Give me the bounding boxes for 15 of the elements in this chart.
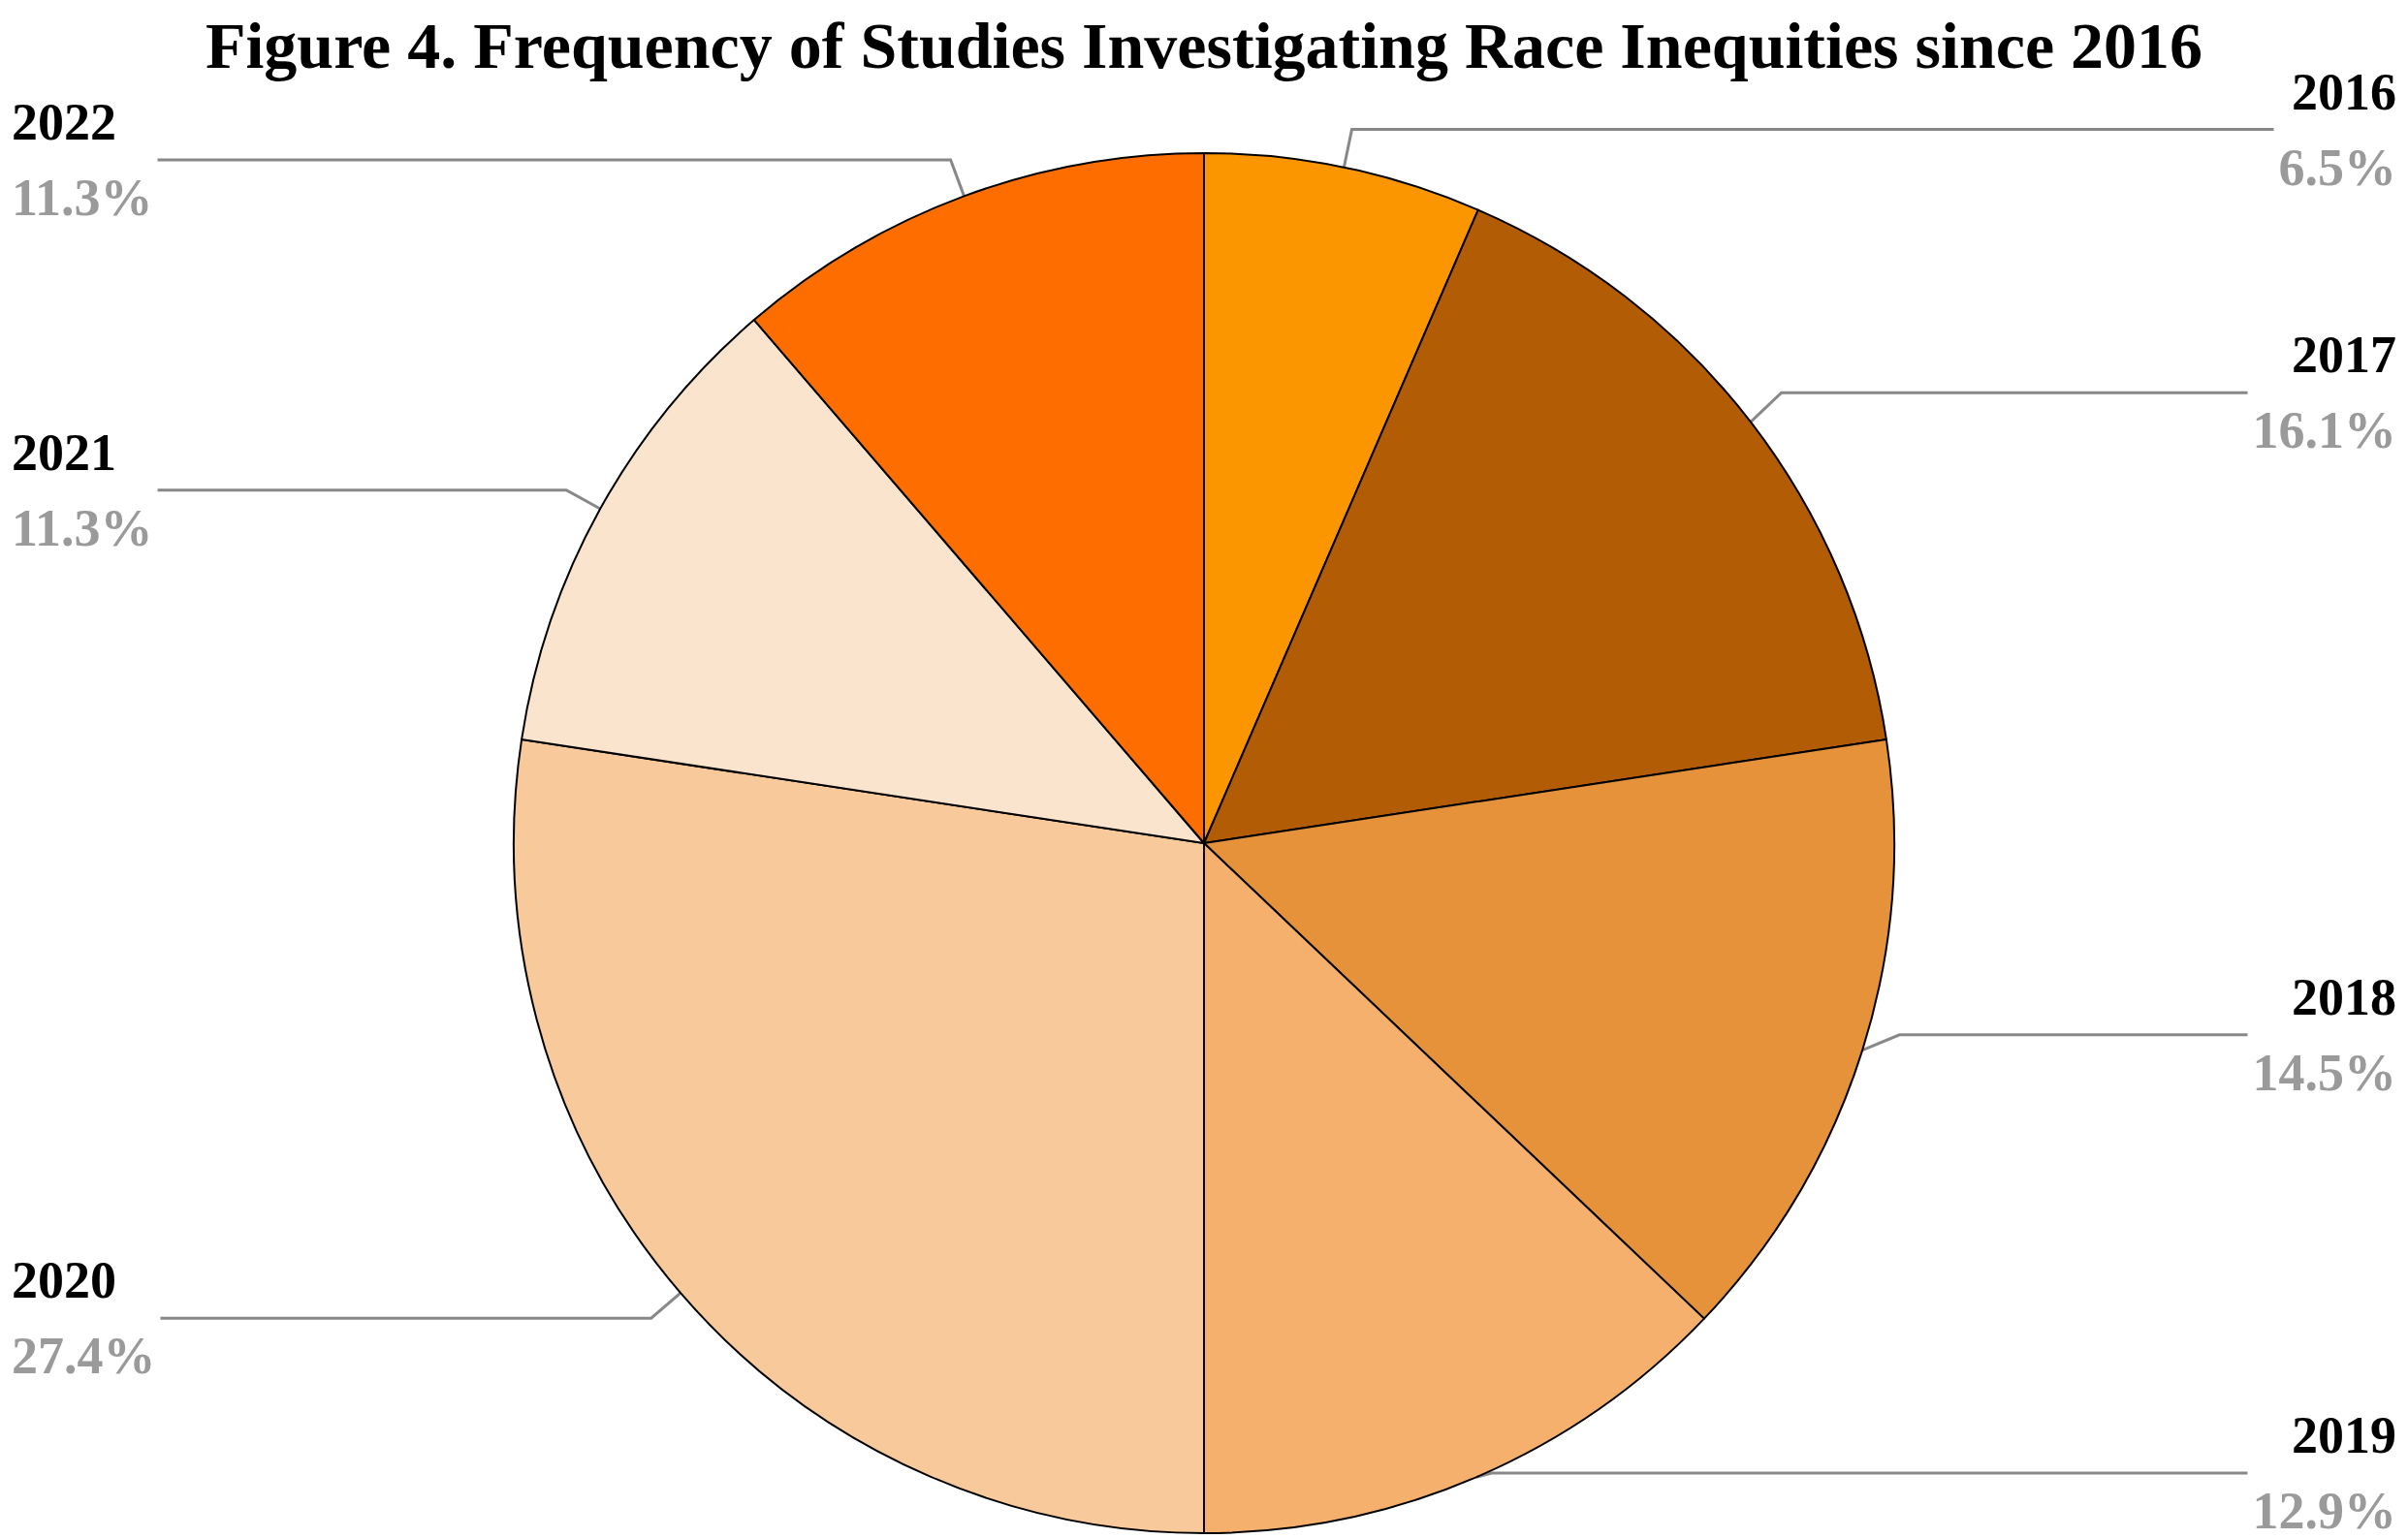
data-label: 6.5%	[2278, 138, 2396, 197]
slice-label: 2017	[2292, 326, 2396, 385]
data-label: 11.3%	[12, 498, 153, 557]
data-label: 14.5%	[2252, 1043, 2396, 1102]
slice-label: 2019	[2292, 1406, 2396, 1464]
chart-title: Figure 4. Frequency of Studies Investigating Race Inequities since 2016	[205, 9, 2203, 82]
data-label: 11.3%	[12, 168, 153, 227]
data-label: 27.4%	[12, 1327, 156, 1386]
slice-label: 2022	[12, 92, 116, 151]
data-label: 16.1%	[2252, 401, 2396, 460]
data-label: 12.9%	[2252, 1482, 2396, 1538]
slice-label: 2021	[12, 423, 116, 482]
slice-label: 2020	[12, 1251, 116, 1310]
slice-label: 2018	[2292, 967, 2396, 1026]
slice-label: 2016	[2292, 62, 2396, 121]
